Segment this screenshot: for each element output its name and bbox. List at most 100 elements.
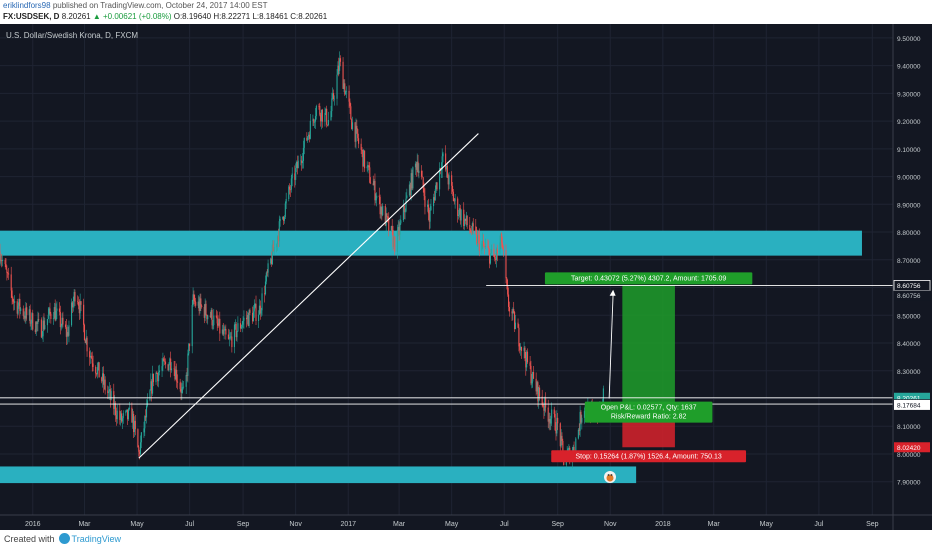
candle-body bbox=[324, 112, 326, 122]
candle-body bbox=[343, 83, 345, 89]
candle-body bbox=[435, 182, 437, 190]
candle-body bbox=[427, 204, 429, 214]
candle-body bbox=[38, 319, 40, 320]
candle-body bbox=[452, 191, 454, 201]
candle-body bbox=[408, 184, 410, 196]
candle-body bbox=[308, 134, 310, 139]
candle-body bbox=[191, 305, 193, 347]
candle-body bbox=[42, 320, 44, 337]
candle-body bbox=[381, 207, 383, 216]
candle-body bbox=[331, 98, 333, 112]
candle-body bbox=[542, 405, 544, 407]
candle-body bbox=[197, 301, 199, 306]
support-resistance-zone[interactable] bbox=[0, 466, 637, 484]
candle-body bbox=[249, 310, 251, 313]
price-chart[interactable]: Target: 0.43072 (5.27%) 4307.2, Amount: … bbox=[0, 24, 932, 530]
target-zone[interactable] bbox=[622, 285, 675, 405]
candle-body bbox=[170, 368, 173, 371]
candle-body bbox=[526, 351, 529, 363]
x-tick-label: 2017 bbox=[340, 521, 356, 528]
tradingview-link[interactable]: TradingView bbox=[71, 534, 122, 544]
candle-body bbox=[36, 322, 38, 324]
candle-body bbox=[284, 203, 286, 217]
candle-body bbox=[125, 410, 127, 414]
candle-body bbox=[533, 371, 535, 379]
candle-body bbox=[526, 351, 528, 368]
candle-body bbox=[246, 315, 248, 320]
candle-body bbox=[230, 336, 232, 338]
candle-body bbox=[373, 180, 375, 186]
time-axis[interactable]: 2016 Mar May Jul Sep Nov 2017 Mar May Jul Sep Nov 20… bbox=[25, 521, 879, 528]
candle-body bbox=[144, 416, 146, 429]
candle-body bbox=[228, 337, 230, 340]
candle-body bbox=[448, 175, 450, 185]
target-label-box bbox=[544, 272, 753, 285]
candle-body bbox=[375, 198, 377, 201]
candle-body bbox=[253, 306, 255, 312]
candle-body bbox=[475, 226, 477, 231]
candle-body bbox=[179, 382, 181, 390]
candle-body bbox=[551, 409, 553, 419]
candle-body bbox=[478, 235, 480, 251]
candle-body bbox=[320, 114, 322, 122]
candle-body bbox=[541, 396, 543, 406]
candle-body bbox=[406, 195, 408, 199]
support-resistance-zone[interactable] bbox=[0, 230, 862, 256]
candle-body bbox=[366, 166, 368, 169]
candle-body bbox=[31, 313, 33, 323]
candle-body bbox=[71, 302, 73, 308]
candle-body bbox=[243, 317, 245, 321]
candle-body bbox=[320, 109, 323, 122]
candle-body bbox=[77, 302, 79, 306]
candle-body bbox=[24, 315, 26, 319]
candle-body bbox=[505, 250, 507, 279]
price-marker-label: 8.20261 bbox=[897, 395, 921, 402]
candle-body bbox=[19, 299, 21, 311]
candle-body bbox=[294, 173, 296, 180]
candle-body bbox=[176, 369, 178, 382]
candle-body bbox=[543, 406, 545, 411]
candle-body bbox=[47, 314, 49, 319]
candle-body bbox=[239, 323, 242, 329]
chart-area[interactable]: Target: 0.43072 (5.27%) 4307.2, Amount: … bbox=[0, 24, 932, 530]
candle-body bbox=[559, 423, 561, 447]
candle-body bbox=[26, 307, 28, 315]
candle-body bbox=[557, 417, 559, 424]
candle-body bbox=[52, 318, 54, 320]
candle-body bbox=[550, 418, 552, 424]
candle-body bbox=[231, 336, 233, 348]
candle-body bbox=[321, 109, 323, 122]
candle-body bbox=[209, 315, 211, 318]
arrow-head-icon bbox=[609, 289, 616, 296]
candle-body bbox=[240, 326, 242, 329]
candle-body bbox=[436, 182, 438, 190]
candle-body bbox=[255, 303, 257, 322]
candle-body bbox=[158, 372, 160, 382]
candle-body bbox=[173, 368, 175, 370]
symbol-label[interactable]: FX:USDSEK, D bbox=[3, 12, 60, 21]
candle-body bbox=[326, 124, 329, 126]
candle-body bbox=[490, 248, 492, 254]
candle-body bbox=[108, 389, 111, 392]
candle-body bbox=[252, 312, 254, 322]
price-axis[interactable]: 7.900008.000008.100008.200008.300008.400… bbox=[893, 36, 931, 487]
candle-body bbox=[388, 218, 390, 231]
candle-body bbox=[483, 240, 485, 246]
candle-body bbox=[92, 363, 94, 367]
author-link[interactable]: eriklindfors98 bbox=[3, 1, 51, 10]
candle-body bbox=[520, 346, 522, 350]
candle-body bbox=[577, 429, 579, 439]
candle-body bbox=[80, 301, 82, 305]
candle-body bbox=[345, 90, 348, 92]
price-change-icon: ▲ bbox=[92, 12, 101, 21]
candle-body bbox=[0, 251, 1, 262]
position-tool[interactable] bbox=[622, 285, 675, 448]
candle-body bbox=[556, 417, 558, 434]
candle-body bbox=[180, 389, 182, 393]
target-arrow bbox=[608, 293, 614, 399]
candle-body bbox=[344, 83, 346, 95]
candle-body bbox=[53, 307, 55, 319]
candle-body bbox=[535, 378, 537, 392]
candle-body bbox=[206, 314, 208, 320]
candle-body bbox=[72, 301, 74, 308]
